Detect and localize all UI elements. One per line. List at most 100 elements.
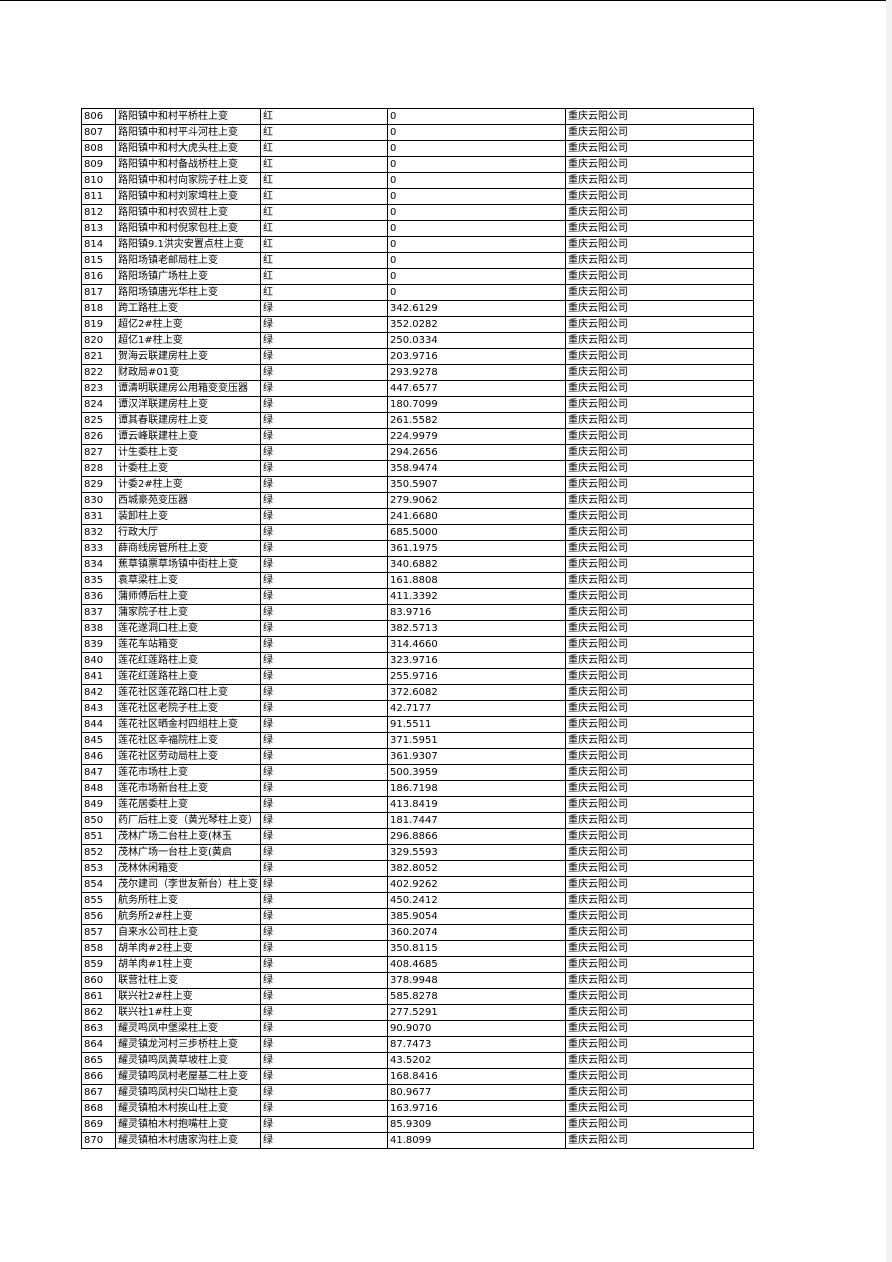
company: 重庆云阳公司	[565, 492, 754, 509]
company: 重庆云阳公司	[565, 764, 754, 781]
row-number: 845	[81, 732, 116, 749]
status: 绿	[260, 940, 388, 957]
station-name: 路阳镇中和村向家院子柱上变	[115, 172, 261, 189]
station-name: 路阳镇中和村农贸柱上变	[115, 204, 261, 221]
status: 绿	[260, 604, 388, 621]
row-number: 860	[81, 972, 116, 989]
table-row: 836 蒲师傅后柱上变绿 411.3392 重庆云阳公司	[81, 588, 754, 605]
company: 重庆云阳公司	[565, 396, 754, 413]
status: 绿	[260, 748, 388, 765]
side-band	[886, 0, 892, 1262]
table-row: 828 计委柱上变绿 358.9474 重庆云阳公司	[81, 460, 754, 477]
value: 408.4685	[387, 956, 566, 973]
value: 382.5713	[387, 620, 566, 637]
value: 350.8115	[387, 940, 566, 957]
station-name: 药厂后柱上变（黄光琴柱上变）	[115, 812, 261, 829]
company: 重庆云阳公司	[565, 364, 754, 381]
table-row: 849 莲花居委柱上变绿 413.8419 重庆云阳公司	[81, 796, 754, 813]
company: 重庆云阳公司	[565, 460, 754, 477]
table-row: 870 耀灵镇柏木村唐家沟柱上变绿 41.8099 重庆云阳公司	[81, 1132, 754, 1149]
value: 402.9262	[387, 876, 566, 893]
status: 绿	[260, 1020, 388, 1037]
row-number: 847	[81, 764, 116, 781]
status: 绿	[260, 1068, 388, 1085]
value: 361.9307	[387, 748, 566, 765]
row-number: 837	[81, 604, 116, 621]
value: 382.8052	[387, 860, 566, 877]
status: 绿	[260, 668, 388, 685]
value: 411.3392	[387, 588, 566, 605]
company: 重庆云阳公司	[565, 348, 754, 365]
row-number: 814	[81, 236, 116, 253]
status: 绿	[260, 396, 388, 413]
row-number: 841	[81, 668, 116, 685]
station-name: 路阳镇中和村刘家塆柱上变	[115, 188, 261, 205]
status: 绿	[260, 812, 388, 829]
company: 重庆云阳公司	[565, 1020, 754, 1037]
value: 41.8099	[387, 1132, 566, 1149]
table-row: 868 耀灵镇柏木村挨山柱上变绿 163.9716 重庆云阳公司	[81, 1100, 754, 1117]
status: 绿	[260, 508, 388, 525]
row-number: 863	[81, 1020, 116, 1037]
value: 358.9474	[387, 460, 566, 477]
company: 重庆云阳公司	[565, 796, 754, 813]
status: 绿	[260, 972, 388, 989]
station-name: 耀灵镇鸣凤黄草坡柱上变	[115, 1052, 261, 1069]
table-row: 808 路阳镇中和村大虎头柱上变红 0 重庆云阳公司	[81, 140, 754, 157]
company: 重庆云阳公司	[565, 252, 754, 269]
value: 0	[387, 252, 566, 269]
company: 重庆云阳公司	[565, 1132, 754, 1149]
company: 重庆云阳公司	[565, 924, 754, 941]
value: 90.9070	[387, 1020, 566, 1037]
station-name: 莲花社区劳动局柱上变	[115, 748, 261, 765]
company: 重庆云阳公司	[565, 588, 754, 605]
status: 绿	[260, 364, 388, 381]
row-number: 836	[81, 588, 116, 605]
row-number: 823	[81, 380, 116, 397]
status: 绿	[260, 764, 388, 781]
status: 绿	[260, 412, 388, 429]
row-number: 857	[81, 924, 116, 941]
status: 绿	[260, 684, 388, 701]
company: 重庆云阳公司	[565, 268, 754, 285]
company: 重庆云阳公司	[565, 860, 754, 877]
status: 绿	[260, 444, 388, 461]
company: 重庆云阳公司	[565, 300, 754, 317]
company: 重庆云阳公司	[565, 780, 754, 797]
station-name: 茂林休闲箱变	[115, 860, 261, 877]
table-row: 837 蒲家院子柱上变绿 83.9716 重庆云阳公司	[81, 604, 754, 621]
table-row: 827 计生委柱上变绿 294.2656 重庆云阳公司	[81, 444, 754, 461]
value: 181.7447	[387, 812, 566, 829]
table-row: 834 蕉草镇票草场镇中街柱上变绿 340.6882 重庆云阳公司	[81, 556, 754, 573]
row-number: 842	[81, 684, 116, 701]
value: 0	[387, 172, 566, 189]
table-row: 842 莲花社区莲花路口柱上变绿 372.6082 重庆云阳公司	[81, 684, 754, 701]
company: 重庆云阳公司	[565, 636, 754, 653]
station-name: 茂林广场二台柱上变(林玉	[115, 828, 261, 845]
table-row: 822 财政局#01变绿 293.9278 重庆云阳公司	[81, 364, 754, 381]
value: 80.9677	[387, 1084, 566, 1101]
table-row: 863 耀灵鸣凤中堡梁柱上变绿 90.9070 重庆云阳公司	[81, 1020, 754, 1037]
table-row: 814 路阳镇9.1洪灾安置点柱上变红 0 重庆云阳公司	[81, 236, 754, 253]
station-name: 莲花居委柱上变	[115, 796, 261, 813]
status: 绿	[260, 876, 388, 893]
station-name: 胡羊肉#2柱上变	[115, 940, 261, 957]
status: 绿	[260, 572, 388, 589]
status: 绿	[260, 1084, 388, 1101]
company: 重庆云阳公司	[565, 844, 754, 861]
value: 161.8808	[387, 572, 566, 589]
value: 250.0334	[387, 332, 566, 349]
company: 重庆云阳公司	[565, 716, 754, 733]
value: 372.6082	[387, 684, 566, 701]
value: 329.5593	[387, 844, 566, 861]
row-number: 808	[81, 140, 116, 157]
table-row: 854 茂尔建司（李世友新台）柱上变绿 402.9262 重庆云阳公司	[81, 876, 754, 893]
status: 绿	[260, 892, 388, 909]
company: 重庆云阳公司	[565, 1116, 754, 1133]
row-number: 851	[81, 828, 116, 845]
value: 255.9716	[387, 668, 566, 685]
status: 绿	[260, 556, 388, 573]
row-number: 862	[81, 1004, 116, 1021]
value: 224.9979	[387, 428, 566, 445]
row-number: 807	[81, 124, 116, 141]
